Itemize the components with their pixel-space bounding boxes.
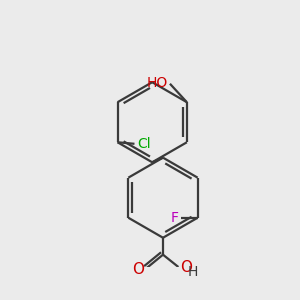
Text: H: H [188,265,198,279]
Text: HO: HO [146,76,168,90]
Text: F: F [170,211,178,225]
Text: O: O [180,260,192,275]
Text: O: O [132,262,144,277]
Text: Cl: Cl [137,137,150,151]
